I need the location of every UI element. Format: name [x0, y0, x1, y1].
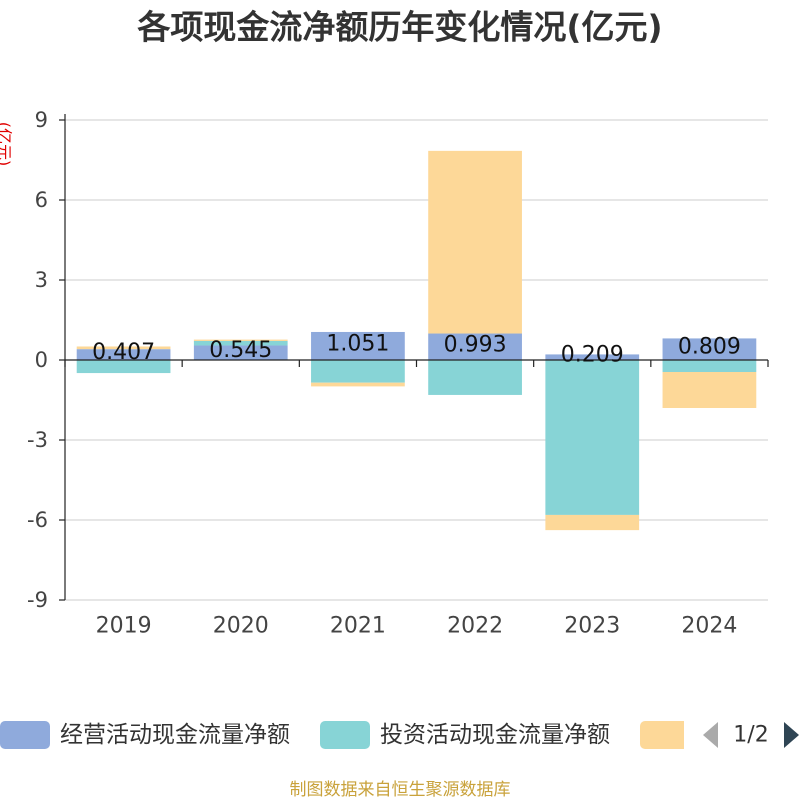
data-label-2019: 0.407: [92, 340, 155, 365]
gridlines: [65, 119, 768, 601]
triangle-left-icon[interactable]: [703, 722, 718, 748]
bar-investing-cashflow-2023: [545, 360, 640, 515]
bar-operating-cashflow-2022: [428, 333, 522, 360]
y-tick-label: -6: [27, 508, 48, 532]
legend-label: 经营活动现金流量净额: [60, 722, 290, 748]
bar-investing-cashflow-2019: [76, 360, 171, 374]
legend-item-operating-cashflow[interactable]: 经营活动现金流量净额: [0, 721, 290, 749]
data-labels: 0.407 0.545 1.051 0.993 0.209 0.809: [92, 331, 741, 367]
legend-item-investing-cashflow[interactable]: 投资活动现金流量净额: [320, 721, 610, 749]
x-tick-label: 2021: [330, 614, 386, 639]
x-tick-label: 2022: [447, 614, 503, 639]
y-tick-label: 6: [35, 188, 48, 212]
x-tick-label: 2024: [681, 614, 737, 639]
bar-series3-2021: [311, 382, 405, 387]
bar-investing-cashflow-2021: [311, 360, 405, 383]
y-tick-label: 0: [35, 348, 48, 372]
triangle-right-icon[interactable]: [784, 722, 799, 748]
legend-label: 投资活动现金流量净额: [380, 722, 610, 748]
x-tick-label: 2023: [564, 614, 620, 639]
y-tick-label: 3: [35, 268, 48, 292]
y-tick-label: 9: [35, 108, 48, 132]
bar-series3-2022: [428, 150, 522, 334]
data-label-2021: 1.051: [326, 331, 389, 356]
data-label-2023: 0.209: [561, 343, 624, 368]
bar-operating-cashflow-2019: [76, 349, 171, 360]
data-label-2022: 0.993: [444, 332, 507, 357]
bars: [76, 150, 757, 531]
bar-series3-2023: [545, 514, 640, 531]
bar-operating-cashflow-2020: [193, 345, 288, 360]
x-tick-label: 2019: [96, 614, 152, 639]
bar-operating-cashflow-2023: [545, 354, 640, 360]
bar-series3-2024: [662, 372, 757, 408]
legend-swatch: [640, 721, 684, 749]
x-tick-label: 2020: [213, 614, 269, 639]
data-label-2020: 0.545: [209, 338, 272, 363]
legend: 经营活动现金流量净额 投资活动现金流量净额: [0, 721, 690, 749]
bar-investing-cashflow-2024: [662, 360, 757, 372]
y-tick-label: -9: [27, 588, 48, 612]
data-label-2024: 0.809: [678, 335, 741, 360]
legend-swatch: [320, 721, 370, 749]
bar-investing-cashflow-2020: [193, 340, 288, 346]
y-tick-label: -3: [27, 428, 48, 452]
pager-indicator: 1/2: [733, 723, 768, 748]
y-axis-unit-label: (亿元): [0, 122, 14, 167]
legend-swatch: [0, 721, 50, 749]
bar-series3-2019: [76, 346, 171, 350]
bar-operating-cashflow-2024: [662, 338, 757, 360]
chart-title: 各项现金流净额历年变化情况(亿元): [136, 8, 662, 47]
legend-item-series3[interactable]: [640, 721, 690, 749]
axes: -9 -6 -3 0 3 6 9 2019 2020 2021 2022 2023 2024: [27, 108, 769, 639]
bar-series3-2020: [193, 339, 288, 341]
bar-operating-cashflow-2021: [311, 331, 405, 360]
legend-pager: 1/2: [703, 722, 799, 748]
bar-investing-cashflow-2022: [428, 360, 522, 395]
data-source-footer: 制图数据来自恒生聚源数据库: [290, 780, 511, 800]
